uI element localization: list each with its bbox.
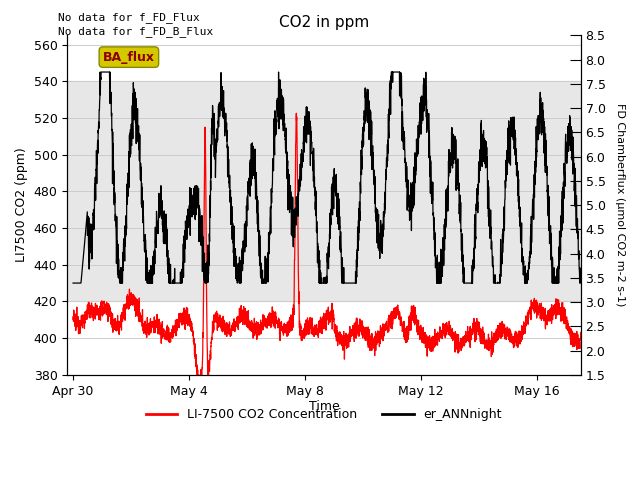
er_ANNnight <box>567 138 575 144</box>
er_ANNnight <box>157 206 165 212</box>
Y-axis label: LI7500 CO2 (ppm): LI7500 CO2 (ppm) <box>15 148 28 263</box>
LI-7500 CO2 Concentration <box>127 301 135 307</box>
Line: er_ANNnight: er_ANNnight <box>73 72 580 283</box>
er_ANNnight <box>127 134 135 140</box>
Text: BA_flux: BA_flux <box>103 50 155 64</box>
er_ANNnight <box>513 162 520 168</box>
Y-axis label: FD Chamberflux (μmol CO2 m-2 s-1): FD Chamberflux (μmol CO2 m-2 s-1) <box>615 103 625 307</box>
LI-7500 CO2 Concentration <box>567 342 575 348</box>
LI-7500 CO2 Concentration <box>194 376 202 382</box>
Title: CO2 in ppm: CO2 in ppm <box>279 15 369 30</box>
LI-7500 CO2 Concentration <box>292 110 300 116</box>
LI-7500 CO2 Concentration <box>513 343 520 348</box>
X-axis label: Time: Time <box>308 400 339 413</box>
er_ANNnight <box>577 280 584 286</box>
Bar <box>67 81 580 301</box>
er_ANNnight <box>97 69 104 75</box>
er_ANNnight <box>69 280 77 286</box>
LI-7500 CO2 Concentration <box>157 332 165 338</box>
LI-7500 CO2 Concentration <box>264 313 272 319</box>
LI-7500 CO2 Concentration <box>286 326 294 332</box>
Text: No data for f_FD_B_Flux: No data for f_FD_B_Flux <box>58 26 213 37</box>
Line: LI-7500 CO2 Concentration: LI-7500 CO2 Concentration <box>73 113 580 379</box>
LI-7500 CO2 Concentration <box>577 329 584 335</box>
er_ANNnight <box>264 264 272 270</box>
Text: No data for f_FD_Flux: No data for f_FD_Flux <box>58 12 199 23</box>
er_ANNnight <box>286 206 294 212</box>
Legend: LI-7500 CO2 Concentration, er_ANNnight: LI-7500 CO2 Concentration, er_ANNnight <box>141 403 507 426</box>
LI-7500 CO2 Concentration <box>69 316 77 322</box>
